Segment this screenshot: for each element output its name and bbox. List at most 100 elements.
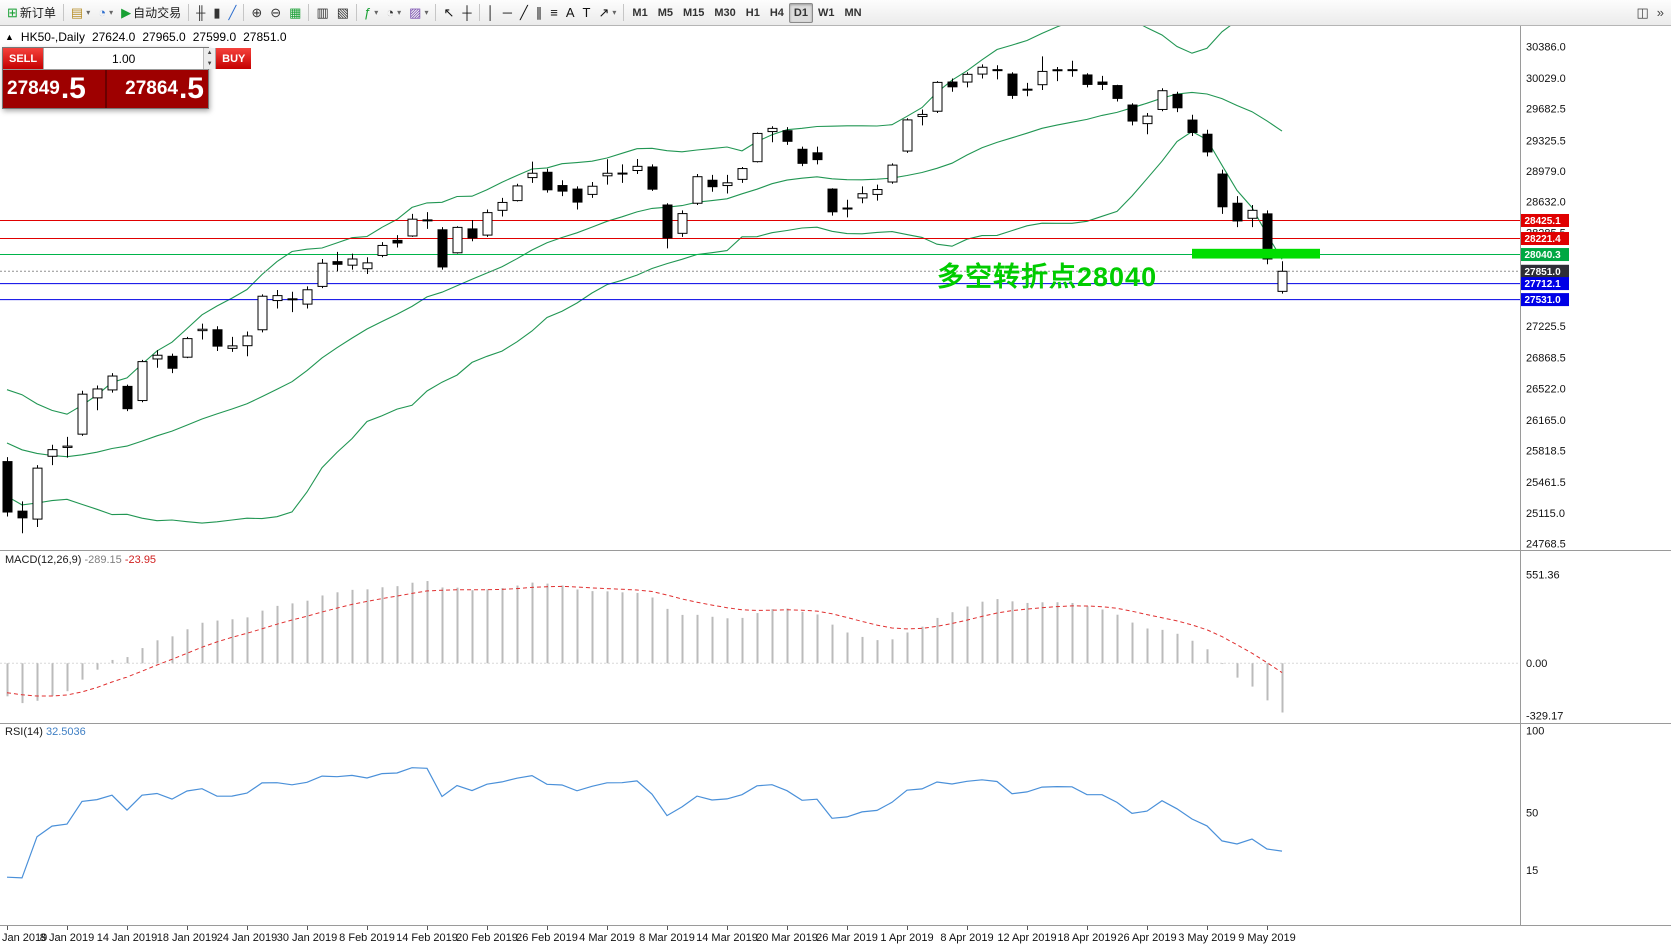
volume-up-icon[interactable]: ▲ bbox=[204, 48, 216, 59]
timeframe-mn-button[interactable]: MN bbox=[844, 6, 862, 19]
vertical-line-icon: │ bbox=[486, 5, 495, 20]
timeframe-m5-button[interactable]: M5 bbox=[657, 6, 673, 19]
toolbar-overflow-button[interactable]: » bbox=[1653, 2, 1668, 23]
candle bbox=[92, 388, 103, 399]
indicators-button[interactable]: ƒ ▾ bbox=[360, 2, 382, 23]
arrange-windows-button[interactable]: ▥ bbox=[312, 2, 332, 23]
toolbar-overflow-icon: » bbox=[1656, 5, 1664, 20]
indicators-icon: ƒ bbox=[364, 5, 372, 20]
candle bbox=[62, 445, 73, 448]
rsi-axis-label: 100 bbox=[1526, 726, 1544, 738]
buy-price[interactable]: 27864 .5 bbox=[106, 70, 208, 108]
price-tag-label: 27531.0 bbox=[1525, 295, 1562, 306]
bar-chart-button[interactable]: ╫ bbox=[192, 2, 209, 23]
candle bbox=[392, 239, 403, 244]
profiles-button[interactable]: ◔ ▾ bbox=[94, 2, 117, 23]
candle bbox=[1247, 209, 1258, 219]
price-axis-label: 29325.5 bbox=[1526, 135, 1566, 147]
dock-window-button[interactable]: ◫ bbox=[1632, 2, 1652, 23]
timeframe-d1-button[interactable]: D1 bbox=[788, 2, 813, 23]
equidistant-channel-button[interactable]: ∥ bbox=[532, 2, 547, 23]
buy-button[interactable]: BUY bbox=[216, 48, 252, 69]
tile-windows-icon: ▦ bbox=[289, 5, 302, 20]
candle bbox=[917, 113, 928, 118]
volume-down-icon[interactable]: ▼ bbox=[204, 58, 216, 69]
candle bbox=[47, 449, 58, 457]
ohlc-low: 27599.0 bbox=[192, 30, 237, 44]
templates-icon: ▨ bbox=[409, 5, 422, 20]
price-tag-label: 28425.1 bbox=[1525, 216, 1562, 227]
candle bbox=[527, 172, 538, 179]
text-icon: A bbox=[565, 5, 575, 20]
fibonacci-button[interactable]: ≡ bbox=[546, 2, 562, 23]
candle bbox=[167, 355, 178, 369]
timeframe-m15-button[interactable]: M15 bbox=[682, 6, 705, 19]
line-chart-button[interactable]: ╱ bbox=[225, 2, 241, 23]
candle bbox=[1007, 73, 1018, 96]
highlight-bar[interactable] bbox=[1192, 248, 1320, 259]
candle bbox=[482, 212, 493, 236]
candlestick-chart-button[interactable]: ▮ bbox=[209, 2, 224, 23]
zoom-in-icon: ⊕ bbox=[251, 5, 263, 20]
tile-windows-button[interactable]: ▦ bbox=[285, 2, 305, 23]
timeframe-h4-button[interactable]: H4 bbox=[769, 6, 784, 19]
horizontal-line-button[interactable]: ─ bbox=[499, 2, 516, 23]
price-axis-label: 25818.5 bbox=[1526, 446, 1566, 458]
cascade-windows-button[interactable]: ▧ bbox=[333, 2, 353, 23]
one-click-collapse-icon[interactable]: ▲ bbox=[5, 32, 14, 42]
timeframe-h1-button[interactable]: H1 bbox=[745, 6, 760, 19]
price-tag-label: 28221.4 bbox=[1525, 234, 1562, 245]
text-button[interactable]: A bbox=[562, 2, 579, 23]
lot-size-field: ▲ ▼ bbox=[43, 48, 217, 69]
crosshair-button[interactable]: ┼ bbox=[458, 2, 475, 23]
text-label-button[interactable]: T bbox=[579, 2, 595, 23]
candle bbox=[227, 345, 238, 349]
ohlc-high: 27965.0 bbox=[142, 30, 186, 44]
new-chart-button[interactable]: ▤ ▾ bbox=[67, 2, 94, 23]
macd-signal-line bbox=[6, 585, 1283, 697]
candle bbox=[542, 171, 553, 191]
symbol-period-label: HK50-,Daily bbox=[20, 30, 85, 44]
volume-input[interactable] bbox=[44, 48, 204, 69]
candle bbox=[362, 262, 373, 270]
timeframe-w1-button[interactable]: W1 bbox=[817, 6, 835, 19]
zoom-in-button[interactable]: ⊕ bbox=[247, 2, 266, 23]
autotrading-button[interactable]: ▶ 自动交易 bbox=[117, 2, 185, 23]
chart-plot-area[interactable] bbox=[0, 26, 1520, 925]
periods-button[interactable]: ◔ ▾ bbox=[382, 2, 405, 23]
arrows-button[interactable]: ↗ ▾ bbox=[594, 2, 620, 23]
cursor-button[interactable]: ↖ bbox=[439, 2, 458, 23]
candle bbox=[257, 295, 268, 331]
candle bbox=[332, 261, 343, 265]
horizontal-line-icon: ─ bbox=[502, 5, 512, 20]
date-axis-label: 3 May 2019 bbox=[1178, 932, 1235, 944]
timeframe-m1-button[interactable]: M1 bbox=[632, 6, 648, 19]
buy-price-main: 27864 bbox=[125, 78, 178, 99]
candle bbox=[437, 229, 448, 268]
candle bbox=[602, 172, 613, 177]
candle bbox=[32, 467, 43, 520]
trendline-button[interactable]: ╱ bbox=[516, 2, 532, 23]
vertical-line-button[interactable]: │ bbox=[483, 2, 499, 23]
date-axis-label: 30 Jan 2019 bbox=[277, 932, 338, 944]
templates-button[interactable]: ▨ ▾ bbox=[405, 2, 432, 23]
price-axis-label: 25115.0 bbox=[1526, 508, 1565, 520]
price-axis-label: 24768.5 bbox=[1526, 539, 1566, 551]
toolbar-button-label: 新订单 bbox=[19, 6, 56, 20]
zoom-out-button[interactable]: ⊖ bbox=[266, 2, 285, 23]
candle bbox=[842, 207, 853, 210]
candle bbox=[1217, 173, 1228, 208]
price-axis-label: 28979.0 bbox=[1526, 166, 1566, 178]
timeframe-m30-button[interactable]: M30 bbox=[714, 6, 736, 19]
toolbar-separator bbox=[478, 4, 480, 21]
annotation-text[interactable]: 多空转折点28040 bbox=[937, 262, 1158, 293]
price-axis-label: 26868.5 bbox=[1526, 353, 1566, 365]
sell-button[interactable]: SELL bbox=[3, 48, 44, 69]
price-tag-label: 27851.0 bbox=[1525, 267, 1562, 278]
trendline-icon: ╱ bbox=[519, 5, 528, 20]
sell-price[interactable]: 27849 .5 bbox=[3, 70, 105, 108]
new-order-button[interactable]: ⊞ 新订单 bbox=[3, 2, 60, 23]
toolbar-separator bbox=[435, 4, 437, 21]
price-tag bbox=[1521, 232, 1569, 246]
